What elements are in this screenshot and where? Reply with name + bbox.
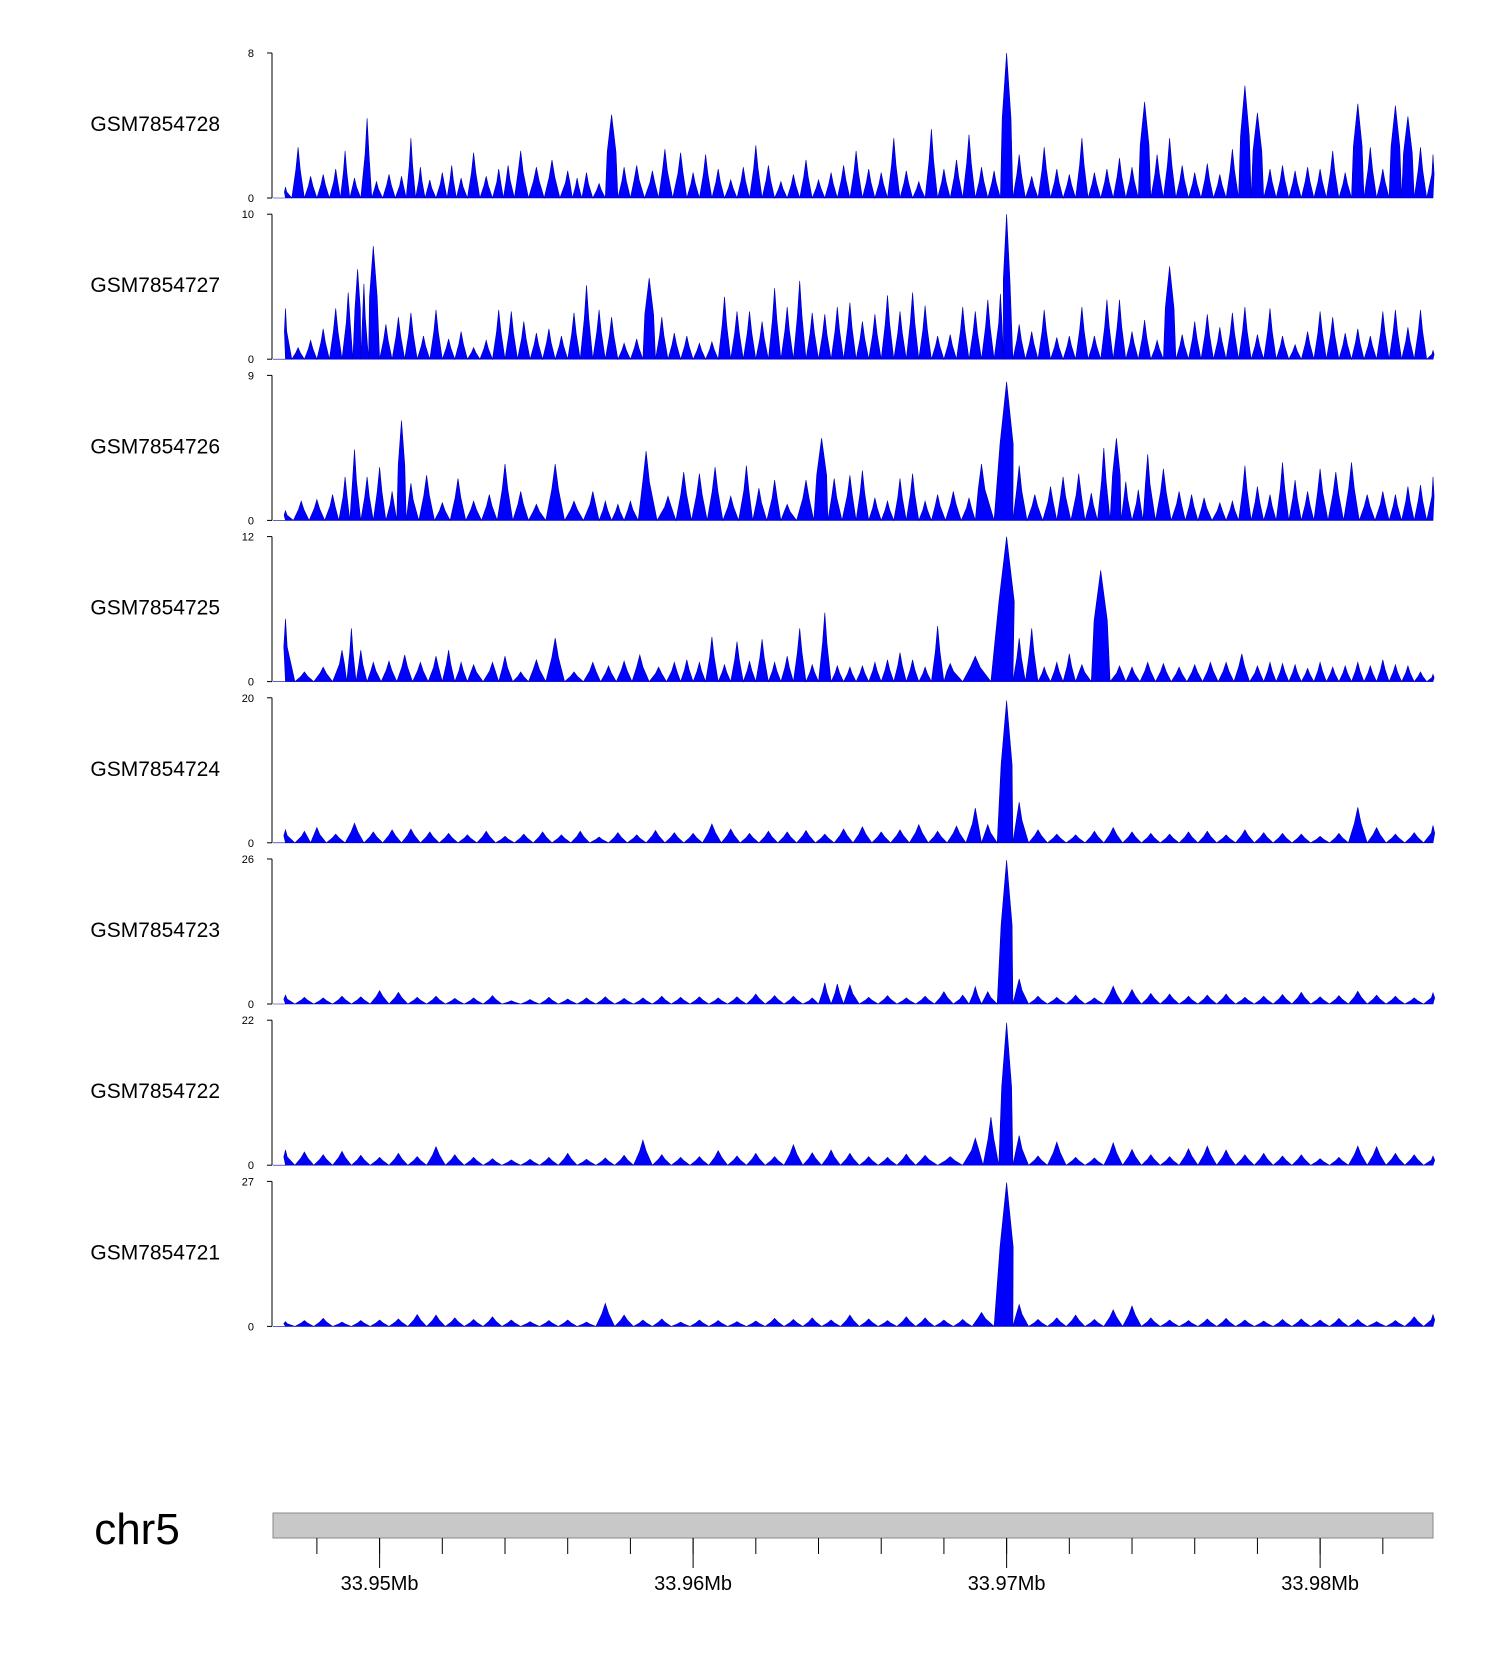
axis-tick-label: 33.98Mb (1281, 1573, 1359, 1595)
track-name: GSM7854725 (90, 597, 220, 620)
coverage-area (273, 700, 1436, 844)
y-axis-max-label: 27 (242, 1176, 254, 1188)
coverage-area (273, 214, 1435, 361)
y-axis-min-label: 0 (248, 1321, 254, 1333)
y-axis-min-label: 0 (248, 1160, 254, 1172)
y-axis-min-label: 0 (248, 677, 254, 689)
coverage-area (273, 860, 1436, 1005)
coverage-track: GSM7854726 9 0 (90, 370, 1435, 527)
chromosome-ideogram-bar (272, 1512, 1434, 1539)
track-name: GSM7854728 (90, 113, 220, 136)
y-axis-min-label: 0 (248, 354, 254, 366)
coverage-area (273, 536, 1435, 683)
y-axis-max-label: 8 (248, 48, 254, 60)
coverage-track: GSM7854724 20 0 (90, 693, 1436, 850)
axis-ticks: 33.95Mb 33.96Mb 33.97Mb 33.98Mb (316, 1538, 1384, 1595)
coverage-track: GSM7854728 8 0 (90, 48, 1435, 205)
axis-tick-label: 33.97Mb (968, 1573, 1046, 1595)
y-axis-min-label: 0 (248, 999, 254, 1011)
chromosome-axis: chr5 33.95Mb 33.96Mb 33.97Mb 33.98Mb (94, 1505, 1434, 1595)
y-axis-min-label: 0 (248, 515, 254, 527)
y-axis-min-label: 0 (248, 193, 254, 205)
chromosome-label: chr5 (94, 1505, 180, 1554)
coverage-area (273, 1022, 1436, 1166)
coverage-area (273, 1182, 1436, 1328)
coverage-track: GSM7854727 10 0 (90, 209, 1435, 366)
axis-tick-label: 33.95Mb (341, 1573, 419, 1595)
y-axis-max-label: 20 (242, 693, 254, 705)
track-name: GSM7854727 (90, 274, 220, 297)
coverage-tracks: GSM785472880GSM7854727100GSM785472690GSM… (90, 48, 1436, 1333)
coverage-track: GSM7854725 12 0 (90, 532, 1435, 689)
y-axis-max-label: 9 (248, 370, 254, 382)
coverage-track: GSM7854721 27 0 (90, 1176, 1436, 1333)
y-axis-max-label: 26 (242, 854, 254, 866)
y-axis-min-label: 0 (248, 838, 254, 850)
track-name: GSM7854724 (90, 758, 220, 781)
coverage-area (273, 381, 1435, 522)
track-name: GSM7854722 (90, 1080, 220, 1103)
coverage-area (273, 52, 1435, 200)
coverage-track: GSM7854722 22 0 (90, 1015, 1436, 1172)
coverage-track: GSM7854723 26 0 (90, 854, 1436, 1011)
track-name: GSM7854721 (90, 1241, 220, 1264)
axis-tick-label: 33.96Mb (654, 1573, 732, 1595)
track-name: GSM7854723 (90, 919, 220, 942)
y-axis-max-label: 10 (242, 209, 254, 221)
track-name: GSM7854726 (90, 435, 220, 458)
y-axis-max-label: 22 (242, 1015, 254, 1027)
y-axis-max-label: 12 (242, 532, 254, 544)
